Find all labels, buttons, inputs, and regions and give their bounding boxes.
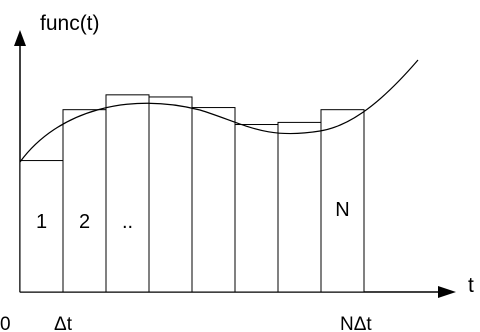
x-axis-label: t <box>468 274 474 297</box>
bar-label-3: .. <box>122 211 133 233</box>
bar-3 <box>105 94 150 293</box>
bar-label-8: N <box>335 199 349 221</box>
bar-label-2: 2 <box>79 211 90 233</box>
bar-7 <box>277 121 322 293</box>
bar-5 <box>191 107 236 293</box>
bar-4 <box>148 96 193 293</box>
bar-label-1: 1 <box>36 211 47 233</box>
y-axis-label: func(t) <box>40 12 100 35</box>
bar-2 <box>62 109 107 293</box>
tick-label-n-delta-t: NΔt <box>340 314 372 332</box>
tick-label-delta-t: Δt <box>54 314 73 332</box>
function-curve <box>19 59 419 163</box>
bars-group: 1 2 .. N <box>19 94 365 293</box>
y-axis-arrow <box>14 30 26 46</box>
bar-8 <box>320 109 365 293</box>
bar-1 <box>19 160 64 293</box>
bar-6 <box>234 124 279 293</box>
x-axis-arrow <box>438 286 456 298</box>
tick-label-zero: 0 <box>0 314 11 332</box>
